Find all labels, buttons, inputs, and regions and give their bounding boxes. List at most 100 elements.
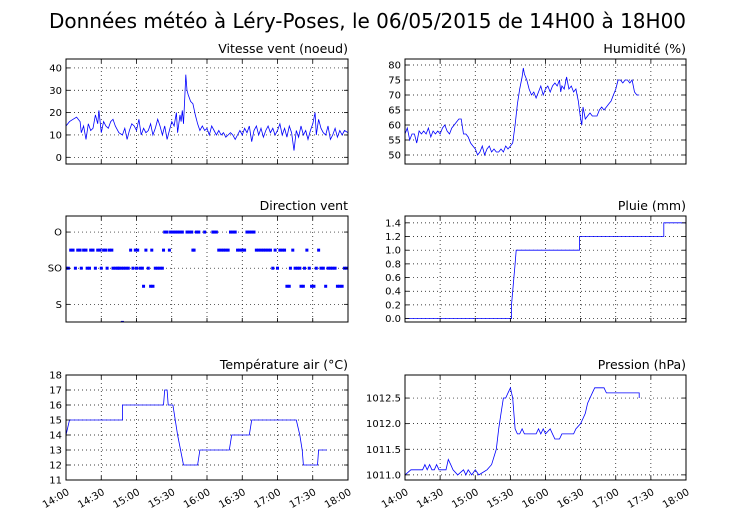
y-tick-label: 1012.0: [366, 419, 401, 430]
data-point: [252, 230, 256, 234]
data-point: [247, 230, 251, 234]
panel-wind-direction: S SO O Direction vent: [48, 198, 349, 323]
data-point: [238, 248, 242, 252]
y-tick-label: 30: [49, 86, 62, 97]
x-tick-label: 16:30: [556, 487, 586, 511]
data-point: [140, 266, 144, 270]
data-point: [221, 248, 225, 252]
figure-title: Données météo à Léry-Poses, le 06/05/201…: [48, 9, 687, 33]
data-point: [261, 248, 265, 252]
data-point: [273, 248, 277, 252]
x-tick-label: 18:00: [323, 487, 353, 511]
data-point: [153, 266, 157, 270]
data-point: [276, 266, 279, 270]
data-point: [335, 284, 339, 288]
x-tick-label: 17:00: [591, 487, 621, 511]
data-point: [219, 248, 223, 252]
data-point: [200, 212, 203, 215]
data-point: [338, 284, 342, 288]
x-tick-label: 15:00: [112, 487, 142, 511]
panel-humidity: 50 55 60 65 70 75 80 Humidité (%): [388, 41, 687, 165]
data-point: [264, 248, 268, 252]
y-tick-label: 1.2: [385, 232, 401, 243]
y-tick-label: 75: [388, 76, 401, 87]
data-point: [110, 248, 114, 252]
data-point: [138, 266, 142, 270]
data-point: [319, 266, 323, 270]
data-point: [124, 266, 128, 270]
panel-rain: 0.0 0.2 0.4 0.6 0.8 1.0 1.2 1.4 Pluie (mm): [385, 198, 687, 325]
series-line: [66, 389, 327, 466]
data-point: [310, 284, 314, 288]
data-point: [303, 266, 307, 270]
data-point: [78, 248, 82, 252]
data-point: [307, 266, 311, 270]
data-point: [250, 230, 254, 234]
x-tick-label: 18:00: [661, 487, 691, 511]
panel-wind-speed: 0 10 20 30 40 Vitesse vent (noeud): [49, 41, 349, 165]
y-tick-label: 70: [388, 91, 401, 102]
data-point: [176, 230, 180, 234]
data-point: [326, 266, 330, 270]
data-point: [288, 266, 292, 270]
panel-air-temperature: 11 12 13 14 15 16 17 18 14:00 14:30 15:00 15:30 16:0…: [41, 357, 353, 511]
data-point: [129, 248, 133, 252]
data-point: [173, 230, 177, 234]
y-tick-label: SO: [48, 264, 62, 275]
data-point: [240, 248, 244, 252]
series-line: [405, 67, 640, 157]
data-point: [231, 230, 235, 234]
x-tick-label: 14:00: [380, 487, 410, 511]
data-point: [131, 266, 135, 270]
data-point: [79, 266, 83, 270]
data-point: [324, 284, 328, 288]
x-tick-label: 14:30: [415, 487, 445, 511]
data-point: [333, 266, 337, 270]
data-point: [321, 266, 325, 270]
y-tick-label: 1011.5: [366, 445, 401, 456]
data-point: [182, 212, 185, 215]
data-point: [217, 248, 221, 252]
data-point: [171, 230, 175, 234]
x-tick-label: 14:30: [76, 487, 106, 511]
data-point: [149, 284, 153, 288]
data-point: [340, 284, 344, 288]
data-point: [178, 230, 182, 234]
data-point: [156, 266, 160, 270]
data-point: [287, 284, 291, 288]
data-point: [278, 248, 282, 252]
data-point: [91, 248, 95, 252]
data-point: [283, 248, 287, 252]
y-tick-label: 1.0: [385, 246, 401, 257]
y-tick-label: 12: [49, 461, 62, 472]
data-point: [107, 248, 111, 252]
data-point: [163, 230, 167, 234]
data-point: [76, 248, 80, 252]
data-point: [301, 284, 305, 288]
data-point: [291, 248, 295, 252]
data-point: [243, 248, 247, 252]
x-tick-label: 14:00: [41, 487, 71, 511]
data-point: [214, 230, 218, 234]
data-point: [184, 212, 187, 215]
data-point: [328, 266, 332, 270]
y-tick-label: 0: [56, 153, 62, 164]
y-tick-label: 1011.0: [366, 470, 401, 481]
x-tick-label: 17:30: [626, 487, 656, 511]
data-point: [233, 230, 237, 234]
data-point: [236, 248, 240, 252]
x-tick-label: 16:00: [521, 487, 551, 511]
y-tick-label: 18: [49, 371, 62, 382]
data-point: [268, 248, 272, 252]
data-point: [293, 266, 297, 270]
data-point: [299, 284, 303, 288]
data-point: [162, 248, 166, 252]
data-point: [185, 230, 189, 234]
data-point: [254, 248, 258, 252]
y-tick-label: O: [54, 228, 62, 239]
data-point: [202, 212, 205, 215]
data-point: [150, 248, 154, 252]
data-point: [119, 266, 123, 270]
data-point: [280, 248, 284, 252]
